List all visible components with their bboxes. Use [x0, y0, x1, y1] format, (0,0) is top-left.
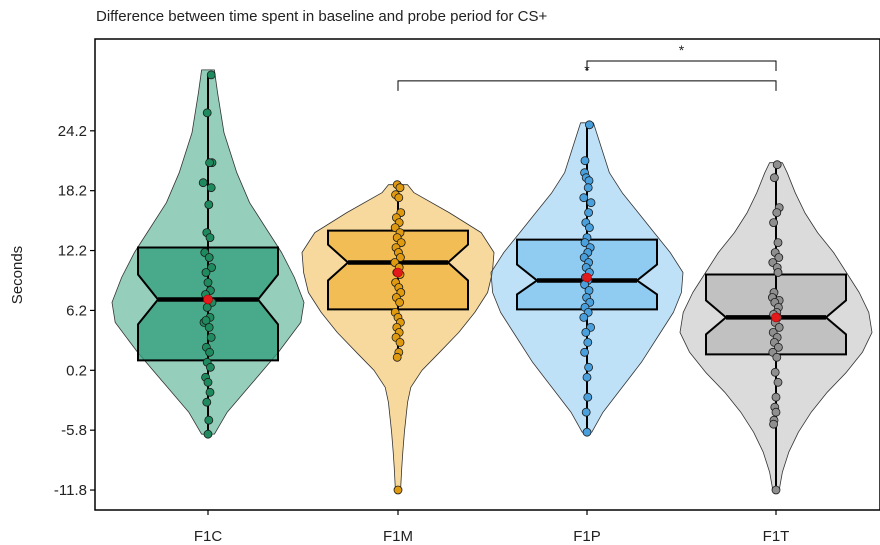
y-tick-label: 18.2 — [58, 183, 87, 200]
data-point — [205, 347, 215, 357]
violin-groups — [111, 69, 873, 495]
data-point — [581, 407, 591, 417]
data-point — [204, 322, 214, 332]
data-point — [203, 429, 213, 439]
mean-marker-f1t — [771, 312, 781, 323]
x-tick-label-f1p: F1P — [573, 528, 601, 545]
mean-marker-f1m — [393, 267, 403, 278]
significance-bracket — [586, 60, 777, 71]
significance-annotations: ** — [397, 42, 777, 91]
group-f1c — [111, 69, 305, 439]
data-point — [205, 387, 215, 397]
data-point — [393, 485, 403, 495]
data-point — [202, 302, 212, 312]
data-point — [206, 70, 216, 80]
data-point — [772, 352, 782, 362]
data-point — [585, 223, 594, 233]
data-point — [771, 392, 781, 402]
x-tick-label-f1m: F1M — [383, 528, 413, 545]
y-axis: 24.2 18.2 12.2 6.2 0.2 -5.8 -11.8 — [54, 123, 95, 499]
data-point — [579, 193, 589, 203]
y-axis-title: Seconds — [9, 246, 26, 304]
data-point — [201, 268, 211, 277]
data-point — [581, 327, 591, 337]
x-axis: F1C F1M F1P F1T — [194, 510, 790, 545]
significance-label: * — [679, 42, 685, 58]
plot-frame — [94, 38, 880, 511]
data-point — [583, 392, 593, 402]
data-point — [586, 198, 596, 208]
data-point — [205, 233, 215, 243]
y-tick-label: -11.8 — [54, 482, 87, 499]
data-point — [395, 297, 405, 307]
data-point — [772, 160, 782, 170]
data-point — [395, 183, 405, 193]
data-point — [203, 278, 213, 287]
data-point — [774, 342, 783, 352]
group-f1p — [490, 120, 684, 437]
data-point — [771, 485, 781, 495]
data-point — [395, 337, 405, 347]
data-point — [583, 183, 593, 193]
group-f1t — [679, 160, 873, 495]
y-tick-label: 24.2 — [58, 123, 87, 140]
data-point — [769, 419, 778, 429]
data-point — [395, 253, 405, 262]
data-point — [198, 178, 208, 188]
data-point — [582, 427, 592, 437]
y-tick-label: 6.2 — [66, 302, 87, 319]
data-point — [774, 322, 784, 332]
data-point — [394, 193, 404, 203]
group-f1m — [301, 180, 495, 495]
data-point — [206, 183, 216, 193]
chart-title: Difference between time spent in baselin… — [96, 8, 547, 25]
data-point — [582, 372, 592, 382]
significance-bracket — [397, 80, 777, 91]
data-point — [205, 362, 215, 372]
x-tick-label-f1c: F1C — [194, 528, 223, 545]
data-point — [580, 347, 589, 357]
data-point — [583, 337, 593, 347]
data-point — [584, 362, 593, 372]
data-point — [392, 352, 402, 362]
data-point — [204, 200, 214, 210]
data-point — [770, 367, 780, 377]
data-point — [769, 218, 778, 228]
x-tick-label-f1t: F1T — [763, 528, 790, 545]
mean-marker-f1p — [582, 272, 592, 283]
data-point — [773, 377, 783, 387]
data-point — [772, 208, 782, 218]
data-point — [207, 263, 217, 272]
data-point — [202, 397, 212, 407]
data-point — [203, 377, 213, 387]
data-point — [204, 415, 214, 425]
data-point — [770, 173, 779, 183]
data-point — [773, 268, 783, 277]
data-point — [205, 158, 215, 168]
y-tick-label: -5.8 — [61, 422, 87, 439]
mean-marker-f1c — [203, 294, 213, 305]
data-point — [204, 253, 214, 262]
data-point — [585, 120, 594, 130]
y-tick-label: 0.2 — [66, 362, 87, 379]
data-point — [771, 407, 781, 417]
data-point — [580, 156, 590, 166]
y-tick-label: 12.2 — [58, 243, 87, 260]
data-point — [202, 108, 212, 118]
data-point — [206, 332, 216, 342]
data-point — [579, 312, 589, 322]
data-point — [584, 208, 593, 218]
data-point — [774, 253, 784, 262]
data-point — [773, 238, 783, 248]
